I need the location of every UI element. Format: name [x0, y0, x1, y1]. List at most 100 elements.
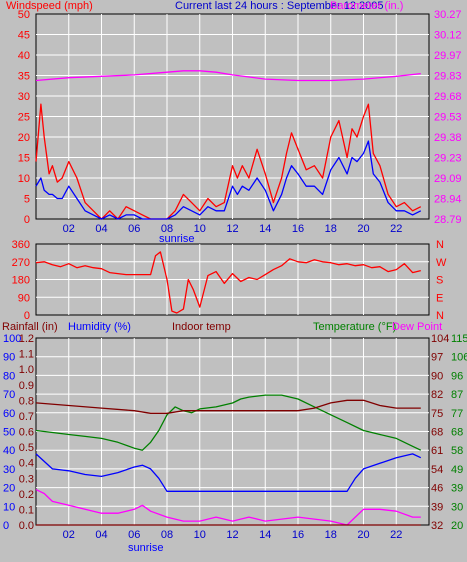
chart3-rain-tick: 0.3: [19, 473, 34, 485]
chart3-x-tick: 12: [226, 529, 238, 541]
chart3-humidity-tick: 60: [3, 408, 15, 420]
chart3-indoor-tick: 82: [431, 389, 443, 401]
chart3-temperature-title: Temperature (°F): [313, 321, 396, 333]
chart1-right-tick: 28.94: [434, 194, 462, 206]
chart3-indoor-tick: 46: [431, 483, 443, 495]
chart3-temp-tick: 49: [451, 464, 463, 476]
chart1-left-tick: 0: [24, 214, 30, 226]
chart3-indoor-tick: 39: [431, 501, 443, 513]
chart1-x-tick: 12: [226, 223, 238, 235]
chart1-series: [35, 70, 422, 220]
chart2-left-tick: 360: [12, 239, 30, 251]
chart3-x-tick: 04: [95, 529, 107, 541]
dewpoint-line: [35, 489, 421, 526]
chart1-left-tick: 25: [18, 112, 30, 124]
chart3-x-tick: 22: [390, 529, 402, 541]
chart3-rain-tick: 0.6: [19, 427, 34, 439]
chart1-left-tick: 50: [18, 9, 30, 21]
chart3-x-tick: 06: [128, 529, 140, 541]
chart3-rain-tick: 0.0: [19, 520, 34, 532]
chart1-right-tick: 30.12: [434, 30, 462, 42]
chart1-left-tick: 40: [18, 50, 30, 62]
chart3-grid: 02 04 06 08 10 12 14 16 18 20 22 0 10 20 30 40 50 60 70 80 9…: [3, 333, 467, 541]
chart3-x-tick: 08: [161, 529, 173, 541]
chart2-right-tick: N: [436, 310, 444, 322]
chart3-temp-tick: 87: [451, 389, 463, 401]
chart3-indoor-tick: 61: [431, 445, 443, 457]
chart1-x-tick: 04: [95, 223, 107, 235]
chart1-left-title: Windspeed (mph): [6, 0, 93, 12]
chart3-humidity-title: Humidity (%): [68, 321, 131, 333]
windspeed-line: [35, 103, 422, 220]
chart3-indoor-tick: 75: [431, 408, 443, 420]
chart1-left-tick: 5: [24, 194, 30, 206]
chart1-x-tick: 18: [325, 223, 337, 235]
chart3-temp-tick: 20: [451, 520, 463, 532]
chart3-x-tick: 14: [259, 529, 271, 541]
chart3-humidity-tick: 70: [3, 389, 15, 401]
chart3-humidity-tick: 90: [3, 352, 15, 364]
chart3-temp-tick: 115: [451, 333, 467, 345]
chart1-x-tick: 22: [390, 223, 402, 235]
chart3-indoor-tick: 90: [431, 370, 443, 382]
chart1-x-tick: 02: [63, 223, 75, 235]
chart1-left-tick: 20: [18, 132, 30, 144]
chart3-rain-tick: 0.1: [19, 504, 34, 516]
chart1-left-tick: 35: [18, 71, 30, 83]
chart1-x-tick: 16: [292, 223, 304, 235]
chart2-left-tick: 0: [24, 310, 30, 322]
chart3-rain-tick: 1.1: [19, 349, 34, 361]
chart1-left-tick: 45: [18, 30, 30, 42]
chart3-temp-tick: 96: [451, 370, 463, 382]
chart3-rain-tick: 0.4: [19, 458, 34, 470]
chart1-right-tick: 29.68: [434, 91, 462, 103]
barometer-line: [35, 70, 421, 82]
chart3-rain-tick: 0.9: [19, 380, 34, 392]
chart3-humidity-tick: 0: [3, 520, 9, 532]
chart1-x-tick: 06: [128, 223, 140, 235]
chart3-humidity-tick: 80: [3, 370, 15, 382]
chart1-left-tick: 30: [18, 91, 30, 103]
chart3-indoor-tick: 32: [431, 520, 443, 532]
chart1-left-tick: 10: [18, 173, 30, 185]
chart3-series: [35, 394, 422, 526]
chart2-right-tick: N: [436, 239, 444, 251]
chart2-right-tick: S: [436, 275, 443, 287]
chart1-center-title: Current last 24 hours : September 12 200…: [175, 0, 384, 12]
chart1-right-tick: 29.38: [434, 132, 462, 144]
chart3-temp-tick: 39: [451, 483, 463, 495]
chart1-right-tick: 29.97: [434, 50, 462, 62]
chart1-right-tick: 29.83: [434, 71, 462, 83]
indoor-temp-line: [35, 399, 421, 414]
chart3-x-tick: 18: [325, 529, 337, 541]
chart1-x-tick: 14: [259, 223, 271, 235]
chart3-rain-tick: 1.0: [19, 364, 34, 376]
chart3-rainfall-title: Rainfall (in): [2, 321, 58, 333]
chart1-x-tick: 10: [194, 223, 206, 235]
chart2-left-tick: 180: [12, 275, 30, 287]
chart3-temp-tick: 77: [451, 408, 463, 420]
temperature-line: [35, 394, 422, 451]
chart1-right-tick: 29.23: [434, 153, 462, 165]
chart3-rain-tick: 1.2: [19, 333, 34, 345]
chart3-humidity-tick: 10: [3, 501, 15, 513]
chart3-x-tick: 10: [194, 529, 206, 541]
chart2-right-tick: E: [436, 292, 443, 304]
chart3-humidity-tick: 40: [3, 445, 15, 457]
chart3-rain-tick: 0.8: [19, 395, 34, 407]
chart3-indoor-tick: 54: [431, 464, 443, 476]
chart3-indoor-tick: 104: [431, 333, 449, 345]
chart2-left-tick: 270: [12, 257, 30, 269]
chart3-x-tick: 20: [357, 529, 369, 541]
chart3-indoor-title: Indoor temp: [172, 321, 231, 333]
chart3-humidity-tick: 20: [3, 483, 15, 495]
chart1-right-title: Barometer (in.): [330, 0, 403, 12]
chart2-right-tick: W: [436, 257, 447, 269]
chart3-sunrise-label: sunrise: [128, 542, 163, 554]
chart3-dewpoint-title: Dew Point: [392, 321, 442, 333]
chart1-sunrise-label: sunrise: [159, 233, 194, 245]
chart1-x-tick: 08: [161, 223, 173, 235]
chart3-rain-tick: 0.7: [19, 411, 34, 423]
